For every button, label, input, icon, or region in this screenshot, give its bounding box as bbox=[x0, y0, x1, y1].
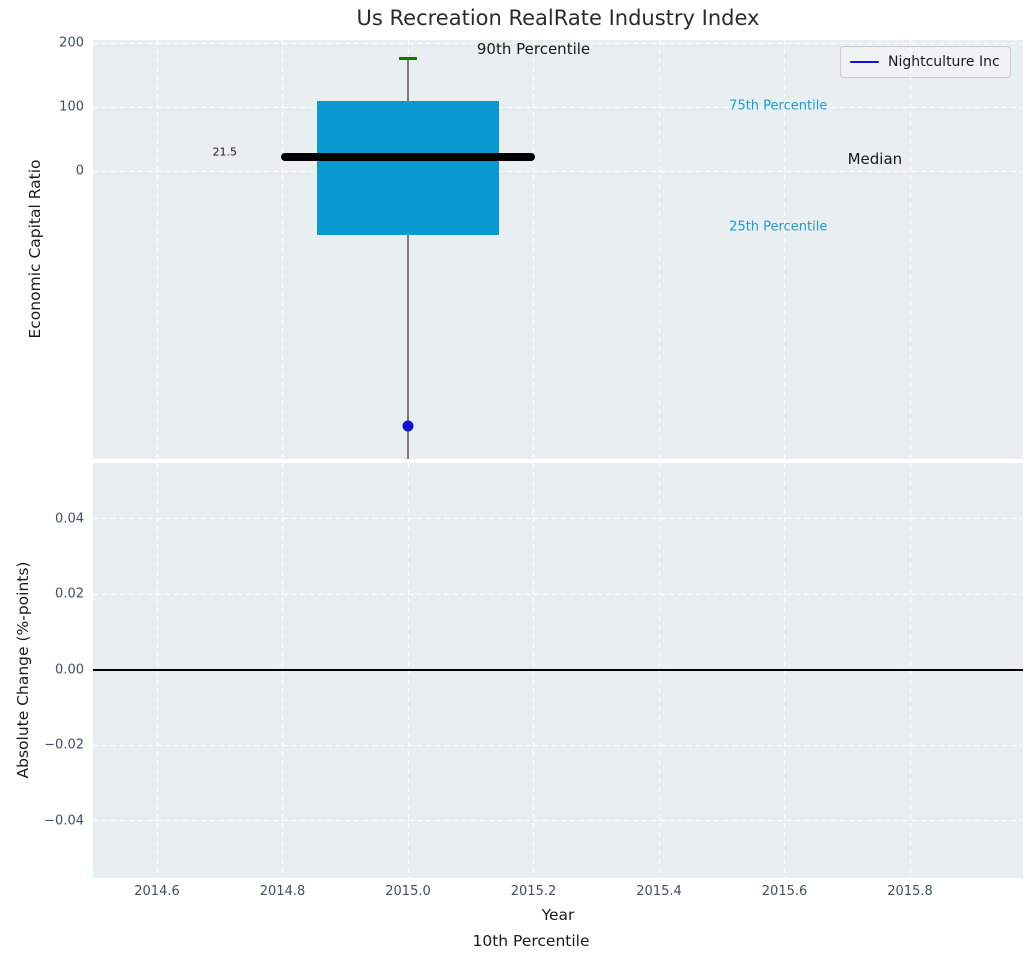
x-tick-label: 2015.0 bbox=[385, 884, 431, 899]
zero-change-line bbox=[93, 669, 1023, 671]
y-tick-label: 100 bbox=[59, 99, 84, 115]
y-tick-label: 0.02 bbox=[55, 586, 84, 602]
annotation-median: Median bbox=[847, 149, 903, 168]
legend-label: Nightculture Inc bbox=[888, 54, 1000, 70]
gridline-vertical bbox=[533, 40, 535, 459]
x-axis-label: Year bbox=[541, 906, 575, 924]
gridline-horizontal bbox=[93, 744, 1023, 746]
gridline-horizontal bbox=[93, 106, 1023, 108]
y-tick-label: −0.02 bbox=[44, 737, 84, 753]
chart-title: Us Recreation RealRate Industry Index bbox=[356, 6, 760, 30]
whisker-cap-90th-percentile bbox=[398, 56, 418, 61]
x-tick-label: 2015.8 bbox=[887, 884, 933, 899]
median-line bbox=[281, 153, 535, 162]
gridline-horizontal bbox=[93, 42, 1023, 44]
x-tick-label: 2014.8 bbox=[259, 884, 306, 899]
y-tick-label: 0.04 bbox=[55, 511, 84, 527]
top-y-axis-label: Economic Capital Ratio bbox=[26, 159, 44, 339]
x-tick-label: 2015.6 bbox=[761, 884, 808, 899]
gridline-horizontal bbox=[93, 820, 1023, 822]
annotation-75th-percentile: 75th Percentile bbox=[729, 98, 828, 114]
gridline-vertical bbox=[156, 40, 158, 459]
legend-line-sample bbox=[850, 60, 879, 64]
x-tick-label: 2015.4 bbox=[636, 884, 682, 899]
x-tick-label: 2014.6 bbox=[134, 884, 180, 899]
gridline-vertical bbox=[784, 40, 786, 459]
company-point-marker bbox=[402, 420, 414, 432]
top-axes-panel bbox=[93, 40, 1023, 459]
gridline-vertical bbox=[658, 40, 660, 459]
y-tick-label: −0.04 bbox=[44, 813, 84, 829]
gridline-vertical bbox=[282, 40, 283, 459]
x-tick-label: 2015.2 bbox=[510, 884, 557, 899]
legend: Nightculture Inc bbox=[840, 46, 1011, 78]
tenth-percentile-label: 10th Percentile bbox=[472, 932, 590, 950]
gridline-horizontal bbox=[93, 518, 1023, 520]
y-tick-label: 0 bbox=[75, 163, 84, 179]
annotation-21-5: 21.5 bbox=[212, 145, 238, 159]
annotation-90th-percentile: 90th Percentile bbox=[476, 40, 591, 59]
whisker-line bbox=[407, 58, 409, 459]
annotation-25th-percentile: 25th Percentile bbox=[729, 219, 828, 235]
y-tick-label: 200 bbox=[59, 35, 84, 51]
y-tick-label: 0.00 bbox=[55, 662, 84, 678]
gridline-horizontal bbox=[93, 170, 1023, 172]
gridline-vertical bbox=[909, 40, 911, 459]
iqr-box bbox=[317, 101, 499, 235]
gridline-horizontal bbox=[93, 593, 1023, 595]
